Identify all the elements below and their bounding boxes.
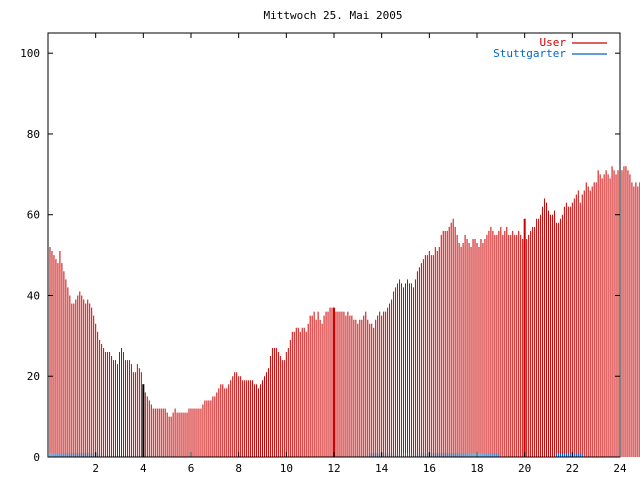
x-tick-label: 24: [613, 462, 627, 475]
x-tick-label: 22: [566, 462, 579, 475]
legend-entry-user-label: User: [540, 36, 567, 49]
bars-layer: [47, 166, 640, 457]
y-tick-label: 80: [27, 128, 40, 141]
y-tick-label: 60: [27, 209, 40, 222]
x-tick-label: 20: [518, 462, 531, 475]
x-tick-label: 14: [375, 462, 389, 475]
y-tick-label: 40: [27, 289, 40, 302]
x-tick-label: 16: [423, 462, 436, 475]
annotations-layer: [142, 218, 526, 457]
y-tick-label: 100: [20, 47, 40, 60]
x-tick-label: 8: [235, 462, 242, 475]
x-tick-label: 2: [92, 462, 99, 475]
chart-title: Mittwoch 25. Mai 2005: [263, 9, 402, 22]
legend: User Stuttgarter: [493, 36, 607, 60]
x-tick-label: 6: [188, 462, 195, 475]
x-tick-label: 4: [140, 462, 147, 475]
x-tick-label: 10: [280, 462, 293, 475]
legend-entry-stuttgarter-label: Stuttgarter: [493, 47, 566, 60]
y-tick-label: 0: [33, 451, 40, 464]
y-tick-label: 20: [27, 370, 40, 383]
x-tick-label: 18: [470, 462, 483, 475]
x-tick-label: 12: [327, 462, 340, 475]
